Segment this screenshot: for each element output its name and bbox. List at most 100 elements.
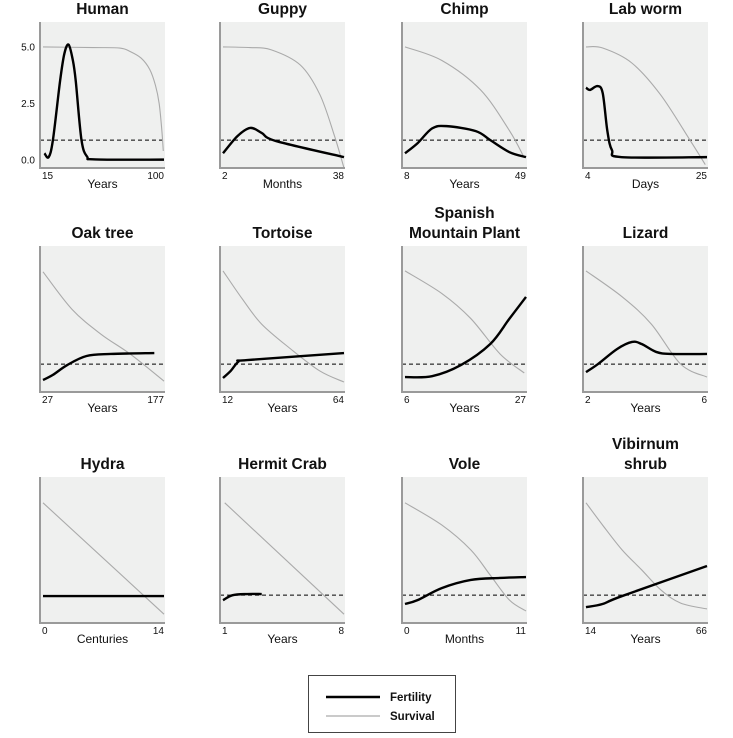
x-axis-label: Months bbox=[445, 632, 484, 646]
x-axis-label: Centuries bbox=[77, 632, 128, 646]
plot-background bbox=[583, 246, 708, 392]
x-tick-label: 1 bbox=[222, 626, 228, 637]
x-axis-label: Years bbox=[630, 401, 660, 415]
panel-chimp: Chimp 8 49 Years bbox=[401, 1, 527, 191]
fertility-line bbox=[404, 575, 527, 606]
x-tick-label: 8 bbox=[404, 171, 410, 182]
x-tick-label: 66 bbox=[696, 626, 708, 637]
x-axis-label: Years bbox=[449, 177, 479, 191]
survival-line bbox=[42, 271, 165, 382]
fertility-line bbox=[404, 296, 527, 379]
x-axis-label: Days bbox=[632, 177, 659, 191]
panel-title: Lizard bbox=[623, 225, 669, 242]
x-tick-label: 11 bbox=[516, 626, 527, 637]
x-tick-label: 8 bbox=[338, 626, 344, 637]
panel-lizard: Lizard 2 6 Years bbox=[582, 225, 708, 415]
x-axis-label: Months bbox=[263, 177, 302, 191]
plot-background bbox=[220, 477, 345, 623]
survival-line bbox=[404, 46, 525, 158]
panel-title: Hermit Crab bbox=[238, 456, 327, 473]
fertility-line bbox=[222, 126, 345, 159]
x-tick-label: 27 bbox=[515, 395, 527, 406]
panel-human: Human 15 100 Years 0.0 2.5 5.0 bbox=[21, 1, 165, 191]
x-tick-label: 15 bbox=[42, 171, 54, 182]
x-tick-label: 4 bbox=[585, 171, 591, 182]
panel-title: Guppy bbox=[258, 1, 307, 18]
y-tick-label: 0.0 bbox=[21, 156, 35, 167]
fertility-line bbox=[585, 564, 708, 609]
x-tick-label: 27 bbox=[42, 395, 54, 406]
panel-title: Hydra bbox=[81, 456, 125, 473]
plot-background bbox=[220, 22, 345, 168]
x-tick-label: 64 bbox=[333, 395, 345, 406]
panel-guppy: Guppy 2 38 Months bbox=[219, 1, 345, 191]
panel-lab-worm: Lab worm 4 25 Days bbox=[582, 1, 708, 191]
x-tick-label: 177 bbox=[147, 395, 164, 406]
plot-background bbox=[40, 22, 165, 168]
fertility-line bbox=[42, 351, 155, 382]
fertility-line bbox=[222, 592, 262, 602]
survival-line bbox=[585, 45, 706, 165]
panel-title: Human bbox=[76, 1, 129, 18]
x-tick-label: 25 bbox=[696, 171, 708, 182]
panel-spanish-mountain-plant: Spanish Mountain Plant 6 27 Years bbox=[401, 205, 527, 415]
legend-label-survival: Survival bbox=[390, 711, 435, 723]
panel-vole: Vole 0 11 Months bbox=[401, 456, 527, 646]
panel-hermit-crab: Hermit Crab 1 8 Years bbox=[219, 456, 345, 646]
panel-title: Vole bbox=[449, 456, 481, 473]
survival-line bbox=[222, 270, 345, 383]
fertility-line bbox=[585, 84, 708, 159]
x-tick-label: 14 bbox=[153, 626, 165, 637]
panel-title: Tortoise bbox=[253, 225, 313, 242]
plot-background bbox=[220, 246, 345, 392]
x-tick-label: 38 bbox=[333, 171, 345, 182]
fertility-line bbox=[222, 351, 345, 379]
legend-label-fertility: Fertility bbox=[390, 692, 432, 704]
x-tick-label: 2 bbox=[585, 395, 591, 406]
x-axis-label: Years bbox=[267, 632, 297, 646]
survival-line bbox=[222, 46, 345, 169]
panel-vibirnum-shrub: Vibirnum shrub 14 66 Years bbox=[582, 436, 708, 646]
fertility-line bbox=[43, 43, 165, 161]
x-axis-label: Years bbox=[87, 177, 117, 191]
x-tick-label: 14 bbox=[585, 626, 597, 637]
panel-title: Oak tree bbox=[71, 225, 133, 242]
plot-background bbox=[583, 22, 708, 168]
x-tick-label: 100 bbox=[147, 171, 164, 182]
plot-background bbox=[40, 246, 165, 392]
panel-title: shrub bbox=[624, 456, 667, 473]
x-tick-label: 0 bbox=[42, 626, 48, 637]
x-axis-label: Years bbox=[630, 632, 660, 646]
panel-tortoise: Tortoise 12 64 Years bbox=[219, 225, 345, 415]
survival-line bbox=[42, 46, 164, 152]
plot-background bbox=[402, 477, 527, 623]
x-tick-label: 6 bbox=[404, 395, 410, 406]
survival-line bbox=[585, 502, 708, 610]
x-tick-label: 6 bbox=[701, 395, 707, 406]
fertility-line bbox=[404, 124, 527, 159]
panel-title: Chimp bbox=[440, 1, 488, 18]
survival-line bbox=[585, 270, 708, 378]
x-axis-label: Years bbox=[87, 401, 117, 415]
x-tick-label: 12 bbox=[222, 395, 234, 406]
panel-oak-tree: Oak tree 27 177 Years bbox=[39, 225, 165, 415]
survival-line bbox=[404, 270, 525, 374]
panel-title: Spanish bbox=[434, 205, 494, 222]
y-tick-label: 2.5 bbox=[21, 99, 35, 110]
survival-line bbox=[404, 502, 527, 612]
y-tick-label: 5.0 bbox=[21, 42, 35, 53]
panel-title: Mountain Plant bbox=[409, 225, 520, 242]
survival-line bbox=[224, 502, 345, 615]
x-axis-label: Years bbox=[267, 401, 297, 415]
x-tick-label: 0 bbox=[404, 626, 410, 637]
x-axis-label: Years bbox=[449, 401, 479, 415]
plot-background bbox=[40, 477, 165, 623]
legend: Fertility Survival bbox=[308, 675, 456, 733]
plot-background bbox=[402, 246, 527, 392]
panel-title: Lab worm bbox=[609, 1, 682, 18]
x-tick-label: 2 bbox=[222, 171, 228, 182]
panel-title: Vibirnum bbox=[612, 436, 679, 453]
plot-background bbox=[402, 22, 527, 168]
panel-hydra: Hydra 0 14 Centuries bbox=[39, 456, 165, 646]
